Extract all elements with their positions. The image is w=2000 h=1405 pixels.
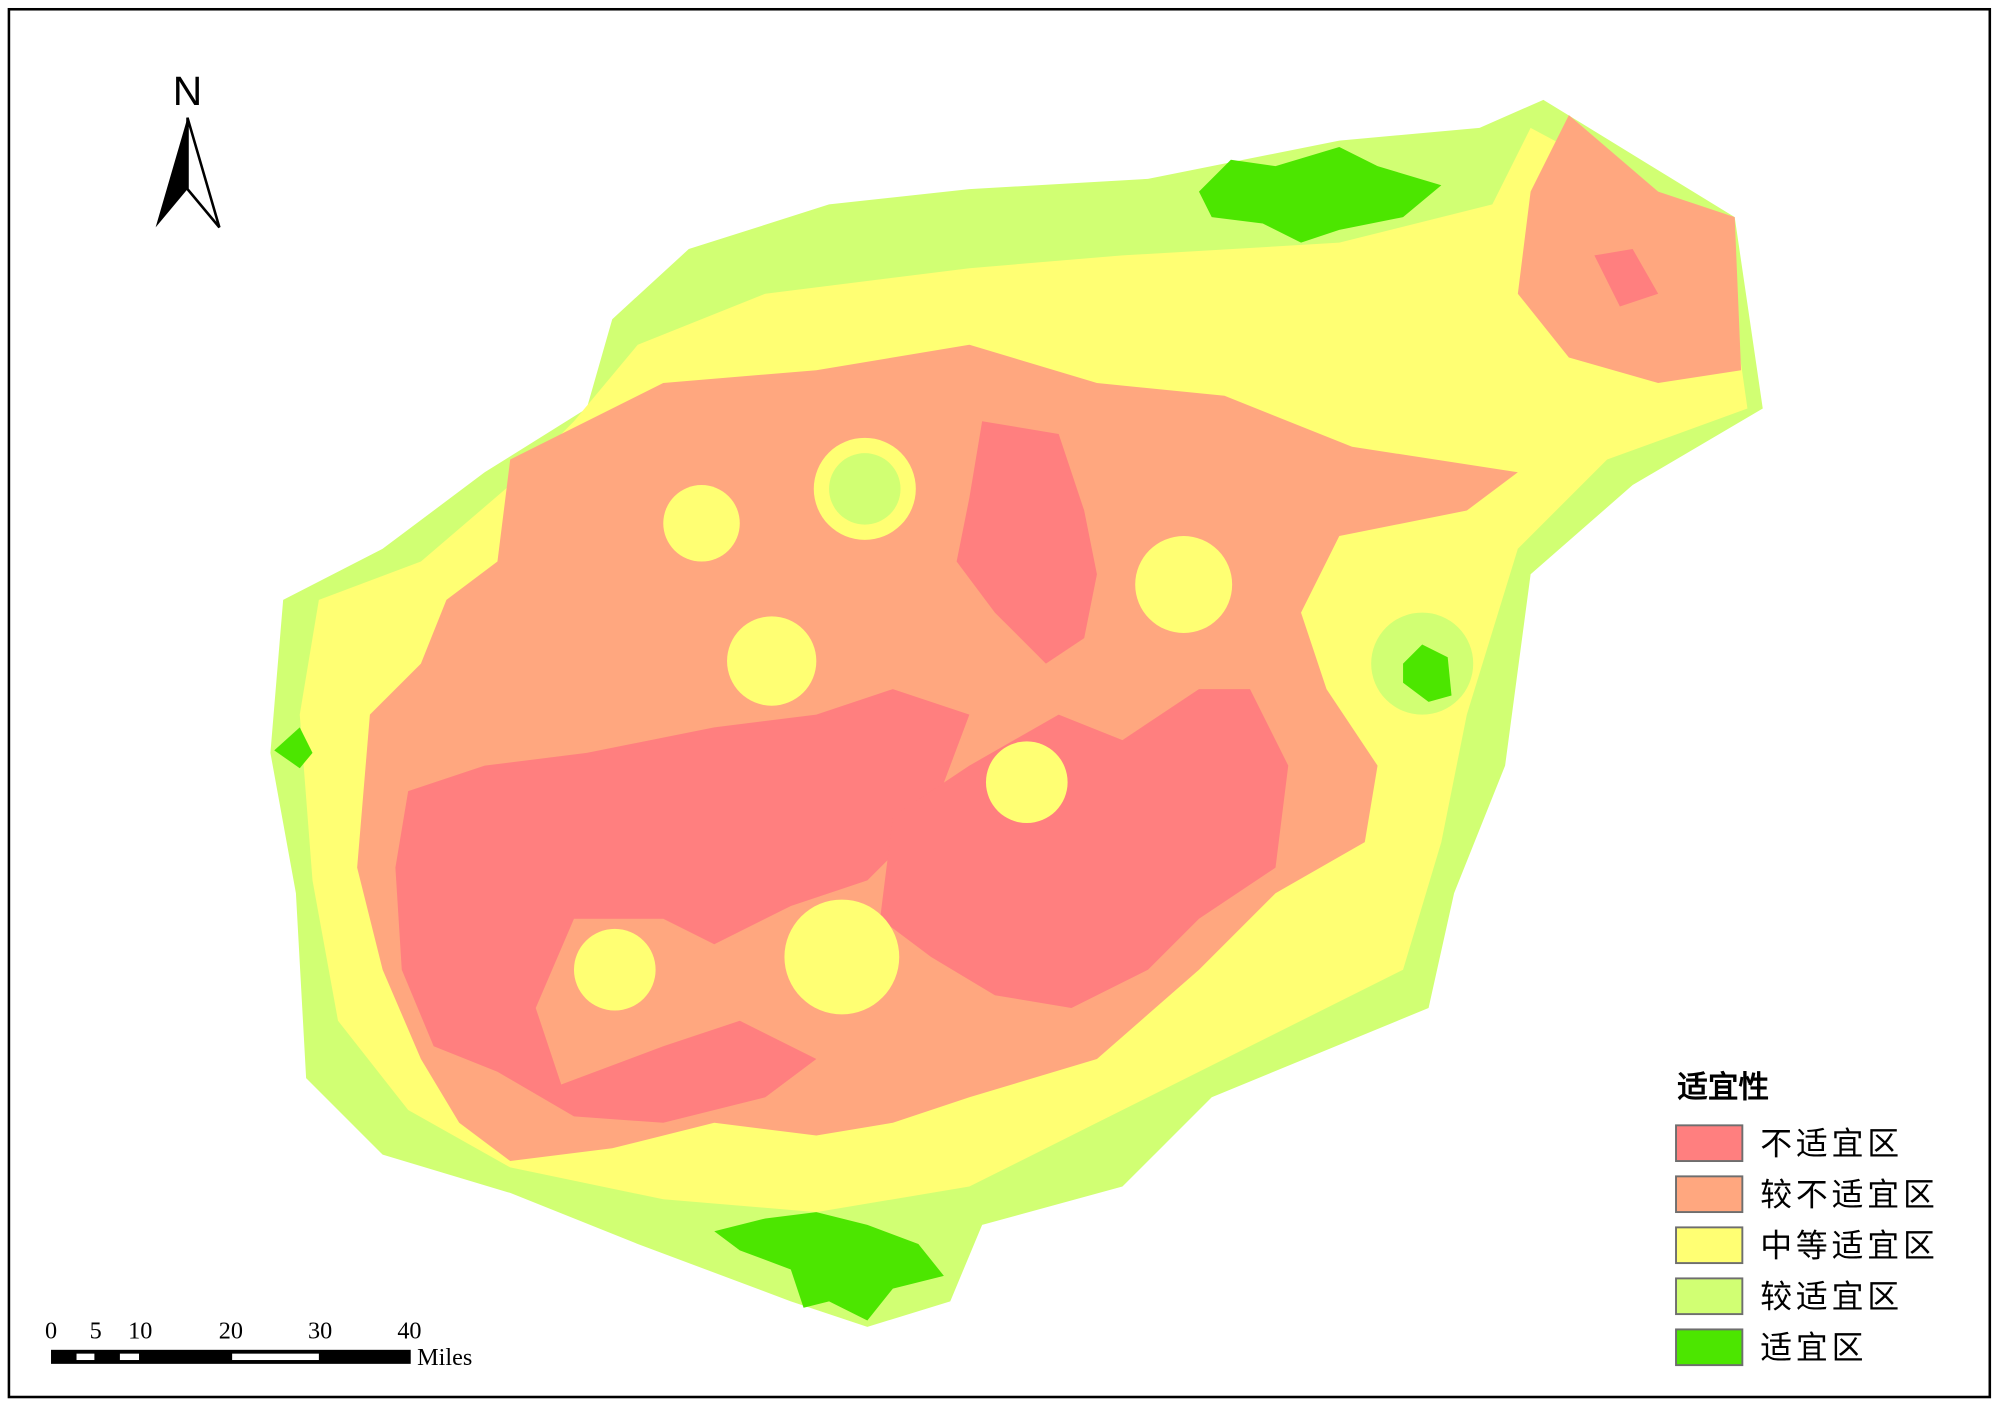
legend-item: 中等适宜区 xyxy=(1675,1226,1939,1265)
zone-suitable-north xyxy=(1198,147,1442,243)
north-arrow-icon-half xyxy=(186,117,221,229)
legend-title: 适宜性 xyxy=(1677,1069,1769,1105)
legend-item: 适宜区 xyxy=(1675,1328,1867,1367)
scale-bar: 0 5 10 20 30 40 Miles xyxy=(45,1317,472,1371)
scale-tick: 5 xyxy=(90,1317,102,1344)
zone-moderately-suitable-circle xyxy=(573,928,656,1011)
zone-unsuitable-west xyxy=(395,689,970,1123)
legend-item: 较适宜区 xyxy=(1675,1277,1903,1316)
legend-label: 适宜区 xyxy=(1760,1329,1867,1367)
scale-tick: 30 xyxy=(308,1317,332,1344)
zone-moderately-suitable-circle xyxy=(985,741,1068,824)
zone-unsuitable-north xyxy=(956,421,1097,664)
zone-unsuitable-east xyxy=(880,689,1289,1008)
zone-suitable-east xyxy=(1403,644,1452,702)
north-label: N xyxy=(173,68,202,114)
zone-unsuitable-ne xyxy=(1594,249,1659,307)
scale-tick: 10 xyxy=(128,1317,152,1344)
zone-relatively-suitable-circle xyxy=(829,453,901,525)
zone-suitable-south xyxy=(714,1212,944,1321)
scale-tick: 0 xyxy=(45,1317,57,1344)
legend-item: 不适宜区 xyxy=(1675,1124,1903,1163)
island xyxy=(270,99,1763,1327)
zone-moderately-suitable-circle xyxy=(663,485,740,562)
legend: 适宜性 不适宜区 较不适宜区 中等适宜区 较适宜区 适宜区 xyxy=(1675,1069,1939,1367)
north-arrow: N xyxy=(155,68,221,229)
zone-moderately-suitable-circle xyxy=(1135,536,1233,633)
north-arrow-icon xyxy=(155,117,188,228)
scale-tick: 40 xyxy=(397,1317,421,1344)
zone-moderately-suitable-circle xyxy=(727,616,817,706)
zone-moderately-suitable-circle xyxy=(784,899,900,1015)
scale-unit: Miles xyxy=(417,1344,472,1371)
zone-suitable-west xyxy=(274,727,313,769)
legend-label: 不适宜区 xyxy=(1760,1125,1903,1163)
legend-item: 较不适宜区 xyxy=(1675,1175,1939,1214)
legend-label: 较不适宜区 xyxy=(1760,1176,1939,1214)
legend-label: 中等适宜区 xyxy=(1760,1227,1939,1265)
scale-tick: 20 xyxy=(219,1317,243,1344)
legend-label: 较适宜区 xyxy=(1760,1278,1903,1316)
zone-relatively-unsuitable-ne xyxy=(1517,115,1742,383)
